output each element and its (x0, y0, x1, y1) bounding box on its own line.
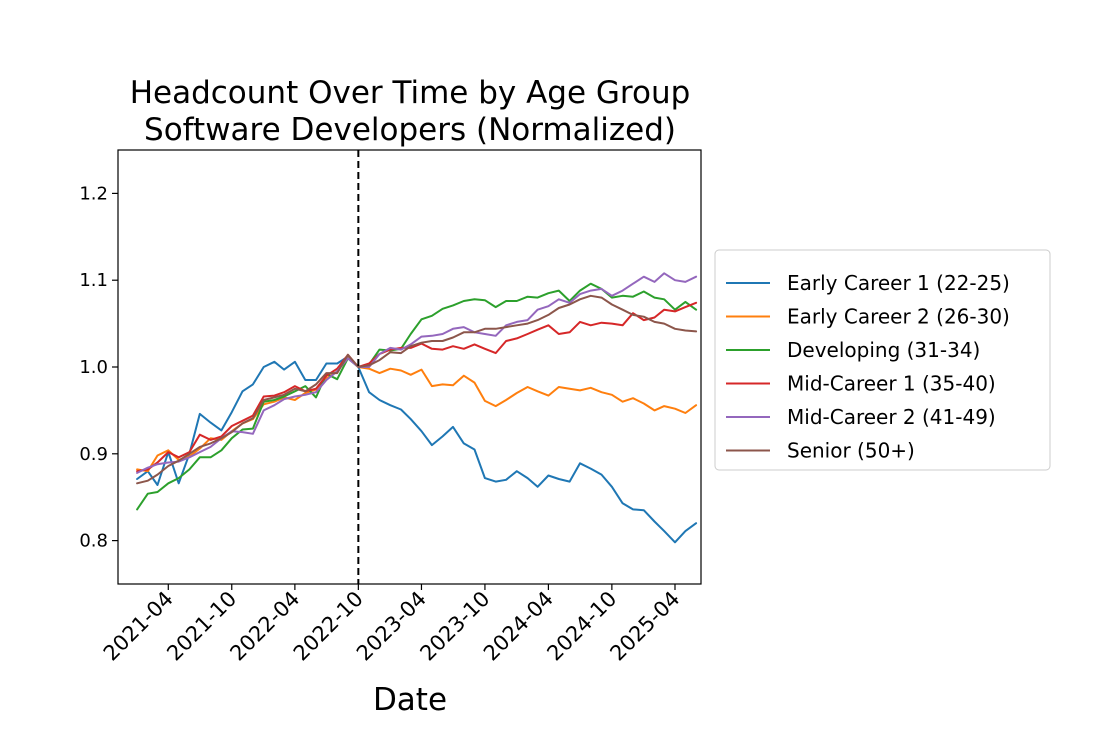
series-line-0 (136, 355, 698, 544)
legend: Early Career 1 (22-25) Early Career 2 (26… (714, 249, 1051, 471)
chart-title-line-2: Software Developers (Normalized) (144, 112, 676, 148)
legend-label: Mid-Career 1 (35-40) (787, 372, 996, 396)
y-tick-label: 0.8 (79, 531, 108, 552)
legend-label: Early Career 2 (26-30) (787, 305, 1010, 329)
y-axis: 0.8 0.9 1.0 1.1 1.2 (79, 183, 118, 552)
y-tick-label: 1.2 (79, 183, 108, 204)
series-layer (136, 272, 698, 544)
legend-label: Developing (31-34) (787, 338, 980, 362)
plot-area (118, 150, 701, 584)
legend-label: Mid-Career 2 (41-49) (787, 405, 996, 429)
y-tick-label: 1.1 (79, 270, 108, 291)
chart-title-line-1: Headcount Over Time by Age Group (130, 75, 691, 111)
series-line-5 (136, 294, 698, 485)
legend-label: Early Career 1 (22-25) (787, 271, 1010, 295)
y-tick-label: 1.0 (79, 357, 108, 378)
series-line-3 (136, 301, 698, 473)
legend-box (714, 249, 1051, 471)
x-axis-label: Date (373, 682, 447, 718)
legend-label: Senior (50+) (787, 439, 915, 463)
y-tick-label: 0.9 (79, 444, 108, 465)
